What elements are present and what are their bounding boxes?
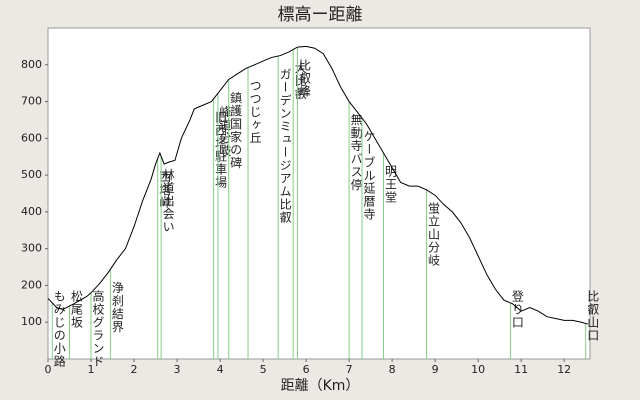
landmark-label: 林道出会い [161,168,175,233]
x-tick-label: 6 [303,363,310,376]
x-tick-label: 7 [346,363,353,376]
landmark-label: 比叡山口 [586,290,600,342]
x-tick-label: 2 [131,363,138,376]
landmark-label: もみじの小路 [52,290,66,368]
plot-area [47,27,591,360]
landmark-label: 登り口 [510,289,524,329]
landmark-label: 比叡峰 [297,59,311,98]
y-tick-label: 800 [21,58,42,71]
landmark-label: 大比叡 [293,61,307,100]
landmark-label: ケーブル延暦寺 [362,130,376,221]
landmark-label: 浄刹結界 [110,281,124,333]
landmark-label: 旧西塔駐車場 [214,110,228,188]
y-tick-label: 200 [21,278,42,291]
x-tick-label: 10 [471,363,485,376]
x-tick-label: 0 [45,363,52,376]
y-tick-label: 100 [21,315,42,328]
chart-title: 標高ー距離 [278,5,363,25]
y-tick-label: 300 [21,242,42,255]
elevation-line [47,45,588,325]
landmark-label: 鎮護国家の碑 [229,90,243,169]
x-axis-label: 距離（Km） [281,377,360,394]
y-tick-label: 600 [21,131,42,144]
landmark-label: 無動寺バス停 [349,112,363,191]
x-tick-label: 9 [432,363,439,376]
x-tick-label: 11 [514,363,528,376]
x-tick-label: 12 [557,363,571,376]
landmark-label: 松尾坂 [70,290,84,329]
y-tick-label: 500 [21,168,42,181]
x-tick-label: 8 [389,363,396,376]
x-tick-label: 4 [217,363,224,376]
landmark-label: 明王堂 [384,165,398,204]
landmark-label: つつじヶ丘 [248,80,262,145]
landmark-label: 蛍立山分岐 [427,201,441,266]
x-tick-label: 3 [174,363,181,376]
landmark-label: ガーデンミュージアム比叡 [278,68,292,224]
x-tick-label: 1 [88,363,95,376]
x-tick-label: 5 [260,363,267,376]
y-tick-label: 700 [21,95,42,108]
landmark-label: 高校グランド [91,289,105,368]
y-tick-label: 400 [21,205,42,218]
